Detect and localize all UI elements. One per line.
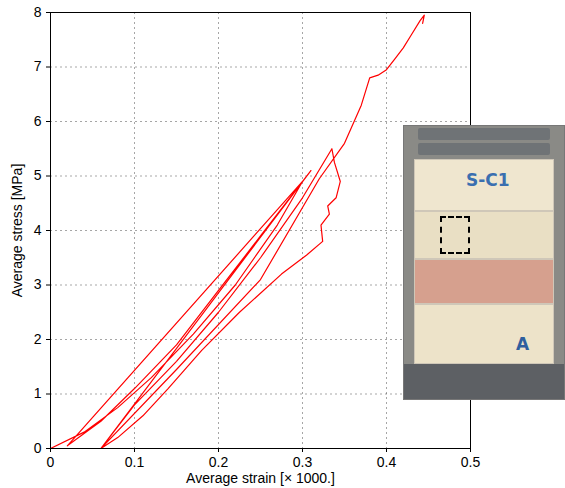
svg-text:4: 4 — [34, 222, 42, 238]
svg-text:0.3: 0.3 — [293, 454, 313, 470]
svg-text:0: 0 — [47, 454, 55, 470]
svg-text:0.5: 0.5 — [461, 454, 481, 470]
svg-text:8: 8 — [34, 4, 42, 20]
html-text:A: A — [516, 334, 530, 354]
html-text:S-C1: S-C1 — [466, 170, 510, 190]
svg-text:0.1: 0.1 — [125, 454, 145, 470]
svg-text:7: 7 — [34, 58, 42, 74]
svg-text:5: 5 — [34, 167, 42, 183]
svg-text:0: 0 — [34, 440, 42, 456]
svg-text:1: 1 — [34, 385, 42, 401]
svg-text:3: 3 — [34, 276, 42, 292]
svg-text:0.4: 0.4 — [377, 454, 397, 470]
svg-text:0.2: 0.2 — [209, 454, 229, 470]
svg-text:Average strain [× 1000.]: Average strain [× 1000.] — [186, 470, 335, 486]
svg-text:Average stress [MPa]: Average stress [MPa] — [9, 164, 25, 298]
svg-text:2: 2 — [34, 331, 42, 347]
svg-text:6: 6 — [34, 113, 42, 129]
